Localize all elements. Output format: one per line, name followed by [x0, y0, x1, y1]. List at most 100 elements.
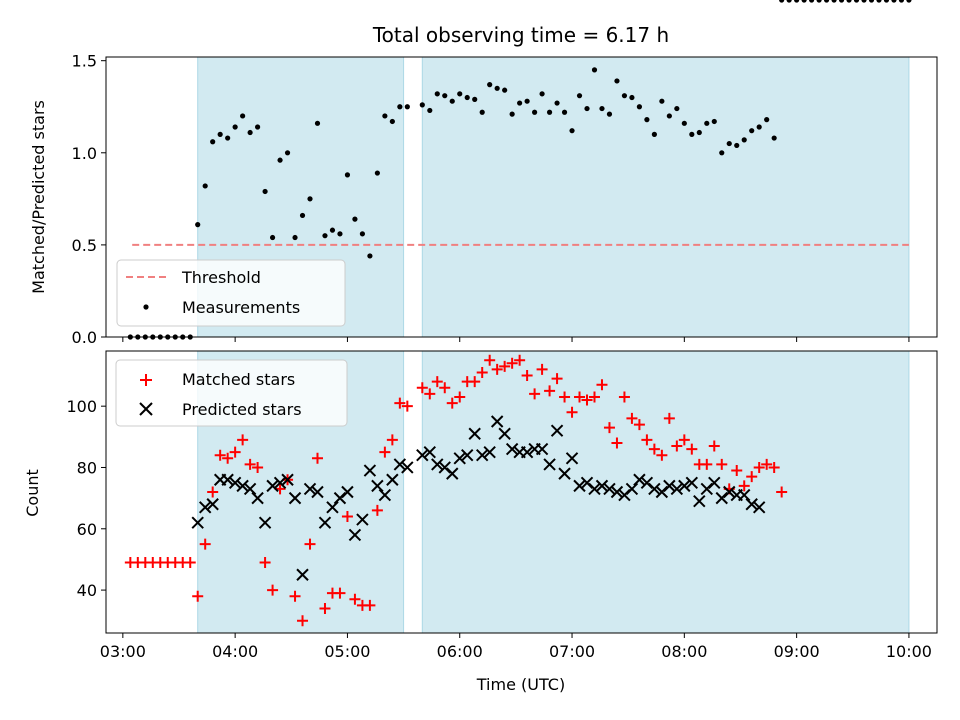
bottom-x-ticks: 03:00 04:00 05:00 06:00 07:00 08:00 09:00 10:00 — [100, 633, 932, 661]
matched-star-point — [491, 363, 503, 375]
measurement-point — [509, 111, 515, 117]
matched-star-point — [237, 434, 249, 446]
x-tick-label: 04:00 — [212, 642, 258, 661]
measurement-point — [741, 137, 747, 143]
matched-star-point — [259, 557, 271, 568]
measurement-point — [404, 104, 410, 110]
measurement-point — [427, 107, 433, 114]
matched-star-point — [776, 486, 788, 498]
measurement-point — [853, 0, 860, 3]
measurement-point — [255, 124, 261, 130]
predicted-star-point — [356, 513, 369, 526]
x-tick-label: 07:00 — [549, 642, 595, 661]
x-tick-label: 05:00 — [324, 642, 370, 661]
top-x-ticks — [122, 337, 910, 342]
measurement-point — [846, 0, 852, 3]
measurement-point — [307, 196, 313, 202]
matched-star-point — [394, 397, 406, 409]
predicted-star-point — [550, 424, 564, 437]
x-axis-label: Time (UTC) — [476, 675, 565, 694]
predicted-star-point — [386, 473, 399, 486]
measurement-point — [779, 0, 785, 3]
matched-star-point — [424, 388, 436, 400]
top-y-ticks: 0.0 0.5 1.0 1.5 — [72, 52, 106, 347]
measurement-point — [726, 140, 732, 147]
legend-threshold-label: Threshold — [181, 268, 261, 287]
predicted-star-point — [296, 568, 309, 581]
predicted-star-point — [670, 482, 684, 496]
top-panel: 0.0 0.5 1.0 1.5 Matched/Predicted stars Thr… — [29, 0, 938, 347]
predicted-star-point — [565, 452, 579, 465]
matched-star-point — [596, 379, 608, 391]
measurement-point — [322, 233, 328, 239]
predicted-star-point — [678, 479, 691, 493]
matched-star-point — [544, 385, 556, 397]
matched-star-point — [222, 452, 234, 464]
top-y-axis-label: Matched/Predicted stars — [29, 100, 48, 294]
measurement-point — [771, 135, 777, 141]
y-tick-label: 40 — [77, 581, 97, 600]
measurement-point — [269, 234, 276, 241]
matched-star-point — [199, 538, 211, 550]
y-tick-label: 80 — [77, 458, 97, 477]
matched-star-point — [746, 471, 758, 483]
matched-star-point — [454, 391, 466, 403]
measurement-point — [711, 118, 717, 125]
predicted-star-point — [191, 516, 204, 529]
measurement-point — [569, 128, 575, 134]
predicted-star-point — [625, 482, 639, 496]
shaded-interval — [421, 350, 910, 634]
predicted-star-point — [326, 501, 339, 514]
matched-star-point — [416, 382, 428, 394]
measurement-point — [210, 139, 216, 145]
measurement-point — [195, 222, 201, 228]
matched-star-point — [297, 615, 309, 627]
measurement-point — [764, 117, 770, 123]
matched-star-point — [678, 434, 690, 446]
measurement-point — [801, 0, 807, 3]
matched-star-point — [663, 412, 675, 424]
measurement-point — [584, 105, 590, 112]
measurement-point — [696, 129, 702, 136]
measurement-point — [644, 117, 650, 123]
measurement-point — [734, 142, 740, 149]
matched-star-point — [401, 400, 413, 412]
measurement-point — [636, 104, 643, 110]
matched-star-point — [364, 599, 376, 611]
predicted-star-point — [378, 488, 392, 502]
matched-star-point — [551, 373, 563, 385]
measurement-point — [449, 98, 455, 104]
matched-star-point — [499, 360, 511, 372]
measurement-point — [299, 212, 306, 219]
predicted-star-point — [318, 516, 332, 529]
matched-star-point — [529, 388, 541, 400]
predicted-star-point — [610, 485, 624, 499]
matched-star-point — [559, 391, 571, 403]
measurement-point — [329, 227, 336, 233]
measurement-point — [816, 0, 822, 3]
predicted-star-point — [603, 482, 616, 496]
measurement-point — [868, 0, 875, 3]
predicted-star-point — [236, 479, 249, 493]
measurement-point — [352, 216, 358, 222]
matched-star-point — [738, 480, 750, 492]
legend-measurements-label: Measurements — [182, 298, 300, 317]
legend-predicted-label: Predicted stars — [182, 400, 302, 419]
measurement-point — [621, 93, 628, 99]
predicted-star-point — [483, 445, 496, 459]
matched-star-point — [536, 363, 548, 375]
measurement-point — [629, 94, 635, 101]
measurement-point — [576, 93, 583, 99]
bottom-legend: Matched stars Predicted stars — [115, 359, 348, 427]
predicted-star-point — [588, 482, 601, 496]
measurement-point — [240, 113, 246, 119]
predicted-star-point — [243, 482, 257, 496]
matched-star-point — [192, 590, 204, 602]
measurement-point — [202, 183, 208, 189]
top-legend: Threshold Measurements — [116, 259, 346, 327]
predicted-star-point — [258, 516, 272, 529]
bottom-y-ticks: 40 60 80 100 — [66, 397, 106, 600]
predicted-star-point — [505, 442, 519, 456]
y-tick-label: 100 — [66, 397, 97, 416]
matched-star-point — [341, 511, 353, 523]
